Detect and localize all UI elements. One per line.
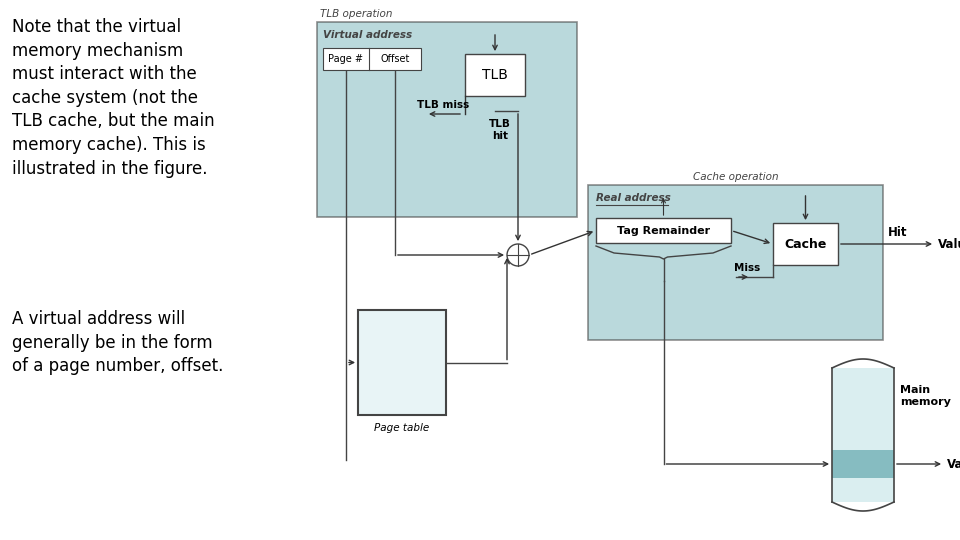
Text: Page table: Page table: [374, 423, 430, 433]
Text: Main
memory: Main memory: [900, 385, 950, 407]
Text: Hit: Hit: [888, 226, 907, 239]
Text: Tag Remainder: Tag Remainder: [617, 226, 710, 235]
Text: Page #: Page #: [328, 54, 364, 64]
Text: TLB: TLB: [482, 68, 508, 82]
Text: Note that the virtual
memory mechanism
must interact with the
cache system (not : Note that the virtual memory mechanism m…: [12, 18, 215, 178]
Text: TLB miss: TLB miss: [417, 100, 469, 110]
Bar: [832, 450, 894, 478]
Text: Value: Value: [947, 457, 960, 470]
Text: TLB operation: TLB operation: [320, 9, 393, 19]
Bar: [773, 223, 838, 265]
Text: Miss: Miss: [733, 263, 760, 273]
Text: Value: Value: [938, 238, 960, 251]
Text: Cache operation: Cache operation: [693, 172, 779, 182]
Bar: [358, 310, 446, 415]
Text: A virtual address will
generally be in the form
of a page number, offset.: A virtual address will generally be in t…: [12, 310, 224, 375]
Bar: [465, 54, 525, 96]
Bar: [832, 368, 894, 502]
Text: Real address: Real address: [596, 193, 671, 203]
Bar: [317, 22, 577, 217]
Text: TLB
hit: TLB hit: [489, 119, 511, 140]
Text: Virtual address: Virtual address: [323, 30, 412, 40]
Text: Cache: Cache: [784, 238, 827, 251]
Bar: [588, 185, 883, 340]
Bar: [323, 48, 421, 70]
Bar: [596, 218, 731, 243]
Text: Offset: Offset: [380, 54, 410, 64]
